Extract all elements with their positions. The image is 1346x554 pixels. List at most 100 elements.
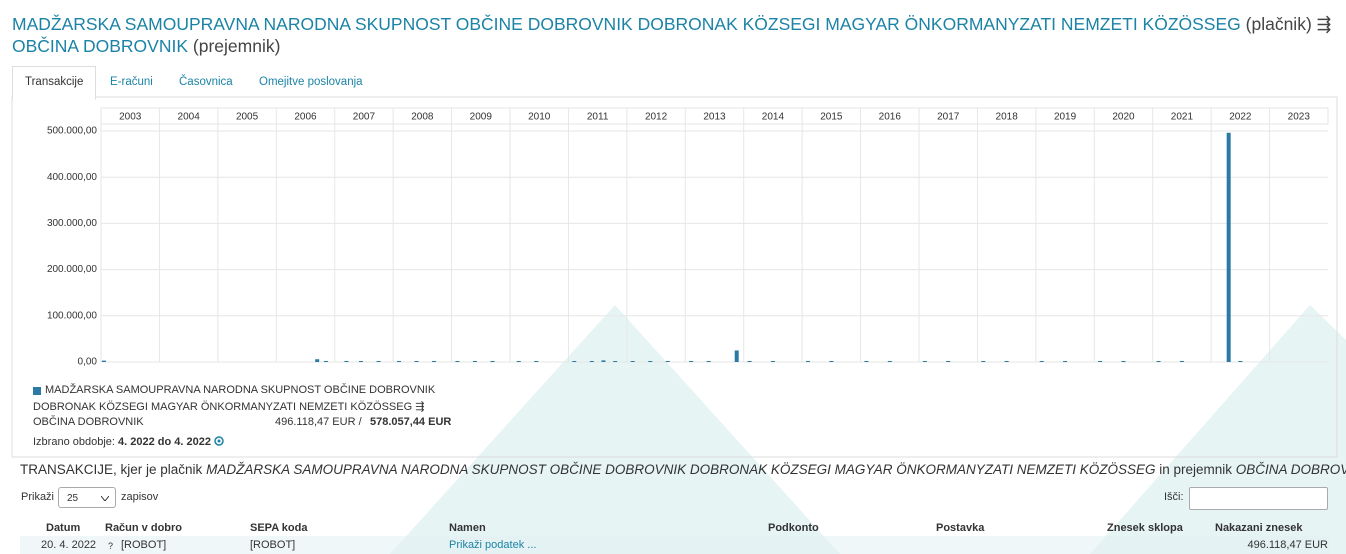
title-2: OBČINA DOBROVNIK (prejemnik) xyxy=(12,36,280,57)
bar xyxy=(516,361,521,362)
legend-amount: 496.118,47 EUR / xyxy=(275,416,362,428)
bar xyxy=(734,350,739,362)
y-tick-label: 200.000,00 xyxy=(47,264,97,275)
column-header[interactable]: Podkonto xyxy=(768,522,819,534)
y-tick-label: 300.000,00 xyxy=(47,218,97,229)
bar xyxy=(981,361,986,362)
bar xyxy=(601,360,606,362)
x-tick-label: 2011 xyxy=(587,112,609,123)
decor-triangle xyxy=(1090,305,1346,554)
x-tick-label: 2023 xyxy=(1288,112,1311,123)
legend-swatch xyxy=(33,387,41,395)
bar xyxy=(101,360,106,362)
sentence: TRANSAKCIJE, kjer je plačnik MADŽARSKA S… xyxy=(20,462,1346,477)
x-tick-label: 2004 xyxy=(178,112,201,123)
bar xyxy=(1226,132,1231,362)
payer: MADŽARSKA SAMOUPRAVNA NARODNA SKUPNOST O… xyxy=(12,14,1241,34)
cell-icon: ? xyxy=(108,541,114,551)
column-header[interactable]: Postavka xyxy=(936,522,985,534)
bar xyxy=(1098,361,1103,362)
bar xyxy=(1238,361,1243,362)
bar xyxy=(396,361,401,362)
y-tick-label: 500.000,00 xyxy=(47,126,97,137)
y-tick-label: 100.000,00 xyxy=(47,310,97,321)
active-tab[interactable] xyxy=(12,66,96,100)
column-header[interactable]: Račun v dobro xyxy=(105,522,183,534)
bar xyxy=(887,361,892,362)
bar xyxy=(706,361,711,362)
x-tick-label: 2012 xyxy=(645,112,668,123)
x-tick-label: 2015 xyxy=(820,112,843,123)
bar xyxy=(1004,361,1009,362)
recipient: OBČINA DOBROVNIK xyxy=(12,36,189,56)
cell-sepa: [ROBOT] xyxy=(250,539,296,551)
select-caret xyxy=(101,496,109,501)
y-tick-label: 0,00 xyxy=(78,357,98,368)
search-input[interactable] xyxy=(1189,487,1328,510)
page-size-select[interactable]: 25 xyxy=(58,487,116,508)
sentence-recipient: OBČINA DOBROVNIK: xyxy=(1235,462,1346,477)
column-header[interactable]: SEPA koda xyxy=(250,522,308,534)
x-tick-label: 2016 xyxy=(879,112,902,123)
period-icon[interactable] xyxy=(214,436,224,446)
bar xyxy=(922,361,927,362)
column-header[interactable]: Znesek sklopa xyxy=(1107,522,1183,534)
bar xyxy=(1063,361,1068,362)
bar xyxy=(770,361,775,362)
sentence-prefix: TRANSAKCIJE, kjer je plačnik xyxy=(20,462,203,477)
x-tick-label: 2010 xyxy=(528,112,551,123)
x-tick-label: 2008 xyxy=(411,112,434,123)
sentence-middle: in prejemnik xyxy=(1159,462,1233,477)
bar xyxy=(432,361,437,362)
legend-text: OBČINA DOBROVNIK xyxy=(33,416,144,428)
bar xyxy=(376,361,381,362)
bar xyxy=(589,361,594,362)
tab[interactable]: Časovnica xyxy=(179,76,233,88)
period: Izbrano obdobje: 4. 2022 do 4. 2022 xyxy=(33,436,224,448)
bar xyxy=(572,361,577,362)
bar xyxy=(490,361,495,362)
cell-date: 20. 4. 2022 xyxy=(41,539,97,551)
bar xyxy=(864,361,869,362)
payer-role: (plačnik) xyxy=(1245,14,1312,34)
bar xyxy=(359,361,364,362)
tab[interactable]: Transakcije xyxy=(25,76,84,88)
recipient-role: (prejemnik) xyxy=(192,36,281,56)
column-header[interactable]: Nakazani znesek xyxy=(1215,522,1303,534)
y-tick-label: 400.000,00 xyxy=(47,172,97,183)
table-row xyxy=(20,536,1330,554)
bar xyxy=(323,361,328,362)
x-tick-label: 2022 xyxy=(1229,112,1252,123)
arrow: ⇶ xyxy=(1316,14,1332,34)
cell-purpose[interactable]: Prikaži podatek ... xyxy=(449,539,537,551)
tab[interactable]: E-računi xyxy=(110,76,153,88)
bar xyxy=(648,361,653,362)
x-tick-label: 2019 xyxy=(1054,112,1077,123)
period-value: 4. 2022 do 4. 2022 xyxy=(118,436,211,448)
x-tick-label: 2013 xyxy=(703,112,726,123)
column-header[interactable]: Datum xyxy=(46,522,81,534)
bar xyxy=(829,361,834,362)
bar xyxy=(946,361,951,362)
x-tick-label: 2007 xyxy=(353,112,376,123)
tab[interactable]: Omejitve poslovanja xyxy=(259,76,363,88)
bar xyxy=(414,361,419,362)
x-tick-label: 2005 xyxy=(236,112,259,123)
period-label: Izbrano obdobje: xyxy=(33,436,115,448)
bar xyxy=(1179,361,1184,362)
bar xyxy=(689,361,694,362)
cell-account: [ROBOT] xyxy=(121,539,167,551)
bar xyxy=(805,361,810,362)
bar xyxy=(1039,361,1044,362)
x-tick-label: 2020 xyxy=(1112,112,1135,123)
x-tick-label: 2009 xyxy=(470,112,493,123)
legend-text: DOBRONAK KÖZSEGI MAGYAR ÖNKORMANYZATI NE… xyxy=(33,401,425,413)
x-tick-label: 2003 xyxy=(119,112,142,123)
x-tick-label: 2014 xyxy=(762,112,785,123)
x-tick-label: 2021 xyxy=(1171,112,1194,123)
bar xyxy=(630,361,635,362)
legend-text: MADŽARSKA SAMOUPRAVNA NARODNA SKUPNOST O… xyxy=(45,384,436,396)
column-header[interactable]: Namen xyxy=(449,522,486,534)
legend-total: 578.057,44 EUR xyxy=(370,416,452,428)
